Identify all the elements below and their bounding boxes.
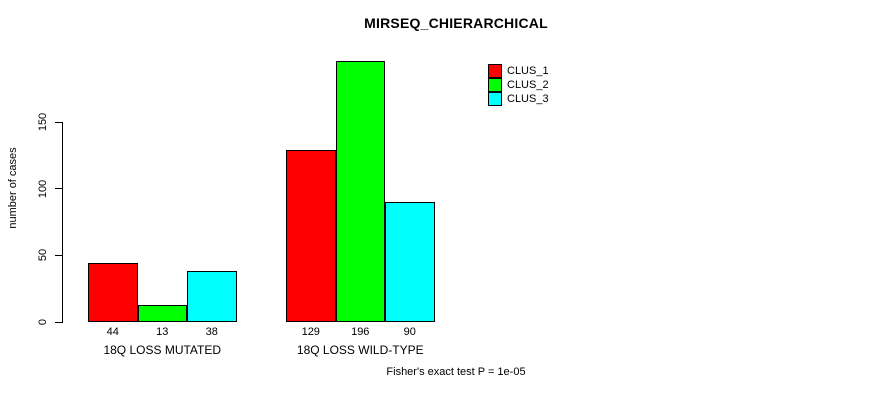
bar-clus_1-group2 bbox=[286, 150, 336, 322]
chart-title: MIRSEQ_CHIERARCHICAL bbox=[364, 15, 548, 31]
fisher-test-annotation: Fisher's exact test P = 1e-05 bbox=[386, 366, 526, 378]
y-axis-line bbox=[62, 122, 63, 323]
x-category-label: 18Q LOSS WILD-TYPE bbox=[296, 343, 424, 357]
bar-clus_2-group1 bbox=[137, 304, 187, 322]
legend-label: CLUS_3 bbox=[507, 93, 549, 105]
legend-swatch-clus_1 bbox=[488, 64, 502, 78]
bar-value-label: 44 bbox=[106, 326, 119, 338]
legend-label: CLUS_1 bbox=[507, 65, 549, 77]
bar-value-label: 90 bbox=[403, 326, 416, 338]
y-axis-tick bbox=[55, 254, 62, 256]
bar-clus_2-group2 bbox=[335, 60, 385, 322]
bar-value-label: 129 bbox=[301, 326, 320, 338]
y-axis-tick-label: 0 bbox=[37, 318, 49, 326]
bar-value-label: 38 bbox=[205, 326, 218, 338]
bar-clus_1-group1 bbox=[88, 263, 138, 322]
bar-clus_3-group2 bbox=[385, 202, 435, 322]
y-axis-tick-label: 100 bbox=[37, 179, 49, 198]
legend-label: CLUS_2 bbox=[507, 79, 549, 91]
y-axis-tick bbox=[55, 121, 62, 123]
x-category-label: 18Q LOSS MUTATED bbox=[103, 343, 222, 357]
y-axis-tick-label: 150 bbox=[37, 112, 49, 132]
bar-clus_3-group1 bbox=[187, 271, 237, 322]
y-axis-tick-label: 50 bbox=[37, 249, 49, 262]
y-axis-tick bbox=[55, 188, 62, 190]
y-axis-tick bbox=[55, 321, 62, 323]
legend-swatch-clus_3 bbox=[488, 92, 502, 106]
legend-swatch-clus_2 bbox=[488, 78, 502, 92]
bar-value-label: 13 bbox=[156, 326, 169, 338]
bar-value-label: 196 bbox=[351, 326, 370, 338]
